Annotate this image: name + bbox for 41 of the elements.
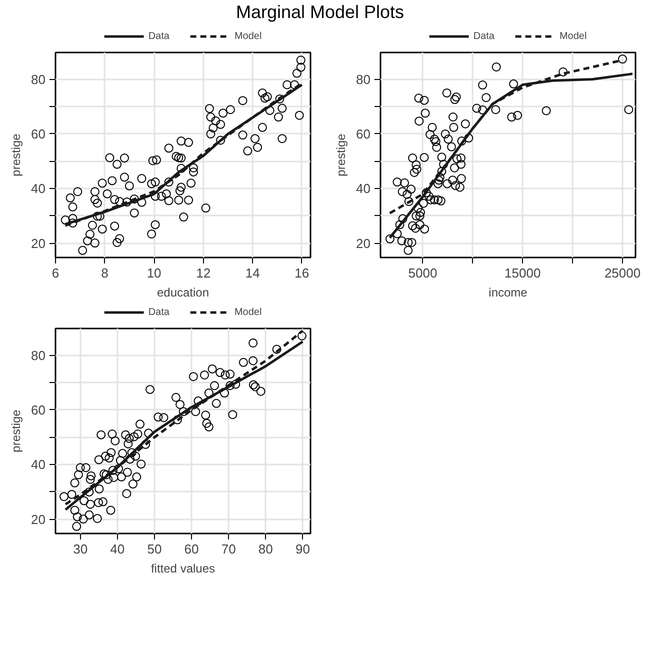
y-tick-label: 80 bbox=[31, 348, 46, 363]
legend-label: Data bbox=[148, 306, 170, 318]
chart-title: Marginal Model Plots bbox=[236, 1, 404, 24]
y-tick-label: 60 bbox=[356, 126, 371, 142]
legend-label: Model bbox=[559, 30, 587, 42]
x-tick-label: 40 bbox=[110, 542, 125, 556]
y-axis-title: prestige bbox=[9, 409, 24, 452]
y-tick-label: 60 bbox=[31, 126, 46, 142]
legend-label: Model bbox=[234, 30, 262, 42]
legend-label: Data bbox=[148, 30, 170, 42]
x-tick-label: 10 bbox=[146, 266, 162, 280]
legend-label: Model bbox=[234, 306, 262, 318]
x-tick-label: 80 bbox=[258, 542, 273, 556]
y-tick-label: 20 bbox=[31, 236, 46, 251]
x-tick-label: 16 bbox=[294, 266, 310, 280]
x-axis-title: education bbox=[156, 286, 210, 300]
y-tick-label: 20 bbox=[31, 512, 46, 527]
x-tick-label: 15000 bbox=[504, 266, 541, 280]
y-tick-label: 40 bbox=[31, 457, 46, 472]
x-tick-label: 8 bbox=[101, 266, 108, 280]
x-tick-label: 50 bbox=[147, 542, 162, 556]
y-tick-label: 80 bbox=[31, 72, 46, 87]
y-tick-label: 40 bbox=[31, 181, 46, 196]
y-axis-title: prestige bbox=[9, 133, 24, 176]
x-tick-label: 14 bbox=[245, 266, 260, 280]
x-tick-label: 90 bbox=[295, 542, 310, 556]
x-tick-label: 6 bbox=[52, 266, 60, 280]
y-tick-label: 40 bbox=[356, 181, 371, 196]
x-tick-label: 70 bbox=[221, 542, 236, 556]
y-axis-title: prestige bbox=[334, 133, 348, 176]
legend-label: Data bbox=[473, 30, 494, 42]
y-tick-label: 80 bbox=[356, 72, 371, 87]
x-tick-label: 25000 bbox=[604, 266, 641, 280]
y-tick-label: 60 bbox=[31, 402, 46, 418]
x-tick-label: 30 bbox=[73, 542, 88, 556]
x-tick-label: 60 bbox=[184, 542, 199, 556]
x-axis-title: fitted values bbox=[150, 562, 216, 576]
x-tick-label: 5000 bbox=[408, 266, 438, 280]
x-axis-title: income bbox=[488, 286, 528, 300]
y-tick-label: 20 bbox=[356, 236, 371, 251]
x-tick-label: 12 bbox=[196, 266, 211, 280]
